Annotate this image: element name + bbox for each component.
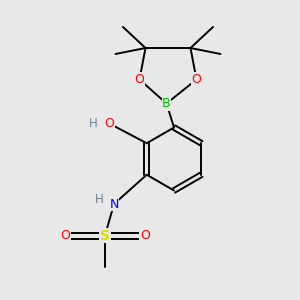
Text: O: O — [192, 73, 201, 86]
Text: O: O — [140, 229, 150, 242]
Text: O: O — [60, 229, 70, 242]
Text: B: B — [162, 97, 171, 110]
Text: N: N — [109, 197, 119, 211]
Text: O: O — [135, 73, 144, 86]
Text: H: H — [88, 117, 98, 130]
Text: O: O — [105, 117, 114, 130]
Text: S: S — [100, 229, 110, 242]
Text: H: H — [94, 193, 103, 206]
